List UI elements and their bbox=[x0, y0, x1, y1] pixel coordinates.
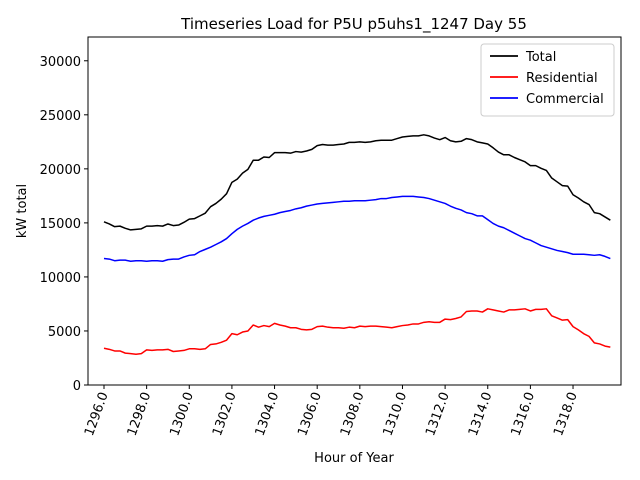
series-line-commercial bbox=[103, 195, 611, 262]
series-line-residential bbox=[103, 308, 611, 355]
legend-label-total: Total bbox=[525, 50, 556, 65]
y-tick-label: 0 bbox=[73, 379, 81, 394]
y-tick-label: 5000 bbox=[48, 325, 81, 340]
y-tick-label: 20000 bbox=[40, 163, 81, 178]
y-tick-label: 30000 bbox=[40, 55, 81, 70]
series-lines bbox=[103, 134, 611, 355]
legend-label-commercial: Commercial bbox=[526, 92, 604, 107]
y-tick-label: 15000 bbox=[40, 217, 81, 232]
y-axis: 0 5000 10000 15000 20000 25000 30000 bbox=[40, 55, 88, 394]
y-axis-label: kW total bbox=[15, 184, 30, 238]
y-tick-label: 10000 bbox=[40, 271, 81, 286]
chart-title: Timeseries Load for P5U p5uhs1_1247 Day … bbox=[180, 15, 527, 34]
series-line-total bbox=[103, 134, 611, 231]
plot-frame bbox=[87, 36, 622, 386]
x-axis-label: Hour of Year bbox=[314, 451, 394, 466]
y-tick-label: 25000 bbox=[40, 109, 81, 124]
legend-label-residential: Residential bbox=[526, 71, 598, 86]
legend: Total Residential Commercial bbox=[480, 43, 615, 117]
